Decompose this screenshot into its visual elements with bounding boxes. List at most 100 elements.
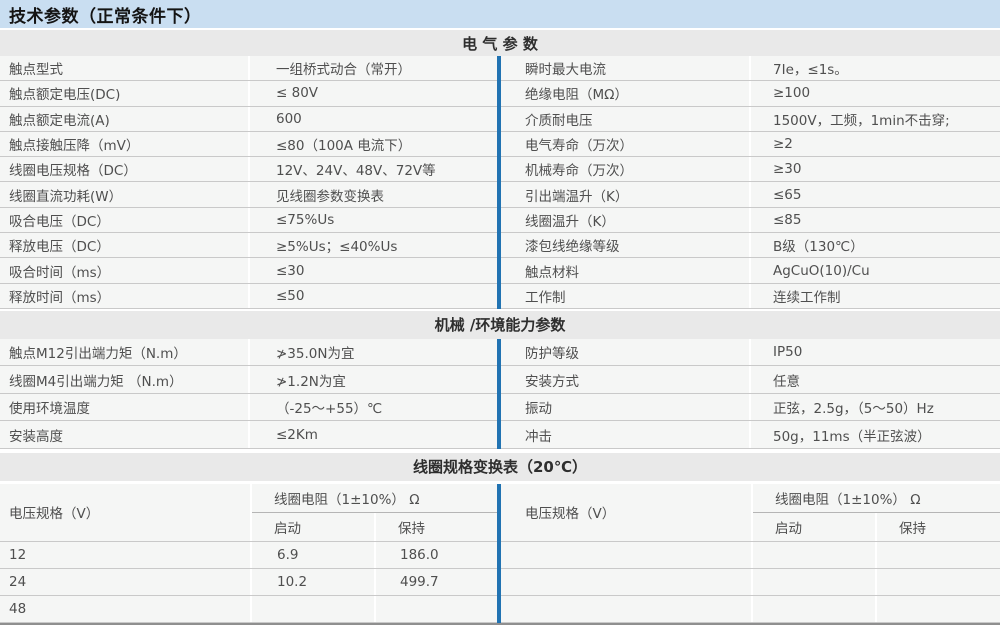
resistance-header-group: 线圈电阻（1±10%） Ω 启动 保持 — [252, 484, 497, 541]
param-value: 见线圈参数变换表 — [276, 188, 384, 205]
param-label: 触点材料 — [501, 258, 751, 283]
coil-table-header: 电压规格（V） 线圈电阻（1±10%） Ω 启动 保持 — [501, 483, 1000, 542]
coil-conversion-table: 电压规格（V） 线圈电阻（1±10%） Ω 启动 保持 12 6.9 186.0 2… — [0, 483, 1000, 623]
table-row: 线圈电压规格（DC） 12V、24V、48V、72V等 — [0, 157, 497, 183]
param-value: ≤80（100A 电流下） — [276, 138, 412, 155]
section-heading-coil: 线圈规格变换表（20℃） — [0, 452, 1000, 481]
table-row: 48 — [0, 595, 497, 623]
param-value: 50g，11ms（半正弦波） — [773, 428, 931, 445]
table-row: 释放电压（DC） ≥5%Us；≤40%Us — [0, 233, 497, 259]
param-label: 触点M12引出端力矩（N.m） — [0, 338, 250, 366]
table-row: 触点型式 一组桥式动合（常开） — [0, 56, 497, 82]
start-value-cell: 6.9 — [252, 541, 376, 568]
coil-table-header: 电压规格（V） 线圈电阻（1±10%） Ω 启动 保持 — [0, 483, 497, 542]
hold-value-cell — [877, 569, 1000, 595]
param-value: ≤ 80V — [276, 85, 319, 102]
column-divider — [497, 338, 501, 449]
start-value-cell: 10.2 — [252, 568, 376, 595]
start-value-cell — [753, 595, 877, 622]
param-value: ≤30 — [276, 262, 305, 279]
table-row: 安装方式 任意 — [501, 366, 1000, 394]
param-label: 释放电压（DC） — [0, 233, 250, 258]
resistance-header-cell: 线圈电阻（1±10%） Ω — [252, 484, 497, 513]
param-value: 7Ie，≤1s。 — [773, 62, 848, 79]
table-row: 释放时间（ms） ≤50 — [0, 283, 497, 309]
param-label: 吸合电压（DC） — [0, 207, 250, 233]
table-row: 触点M12引出端力矩（N.m） ≯35.0N为宜 — [0, 338, 497, 367]
param-value: 连续工作制 — [773, 289, 841, 306]
start-value-cell — [753, 568, 877, 595]
param-value: AgCuO(10)/Cu — [773, 262, 870, 279]
table-row: 触点材料 AgCuO(10)/Cu — [501, 258, 1000, 284]
voltage-header-cell: 电压规格（V） — [501, 483, 753, 541]
hold-header-cell: 保持 — [899, 520, 926, 537]
start-value-cell — [753, 541, 877, 568]
param-value: ≯35.0N为宜 — [276, 346, 355, 363]
page-title: 技术参数（正常条件下） — [9, 6, 202, 27]
page-bottom-edge — [0, 622, 1000, 625]
table-row: 安装高度 ≤2Km — [0, 421, 497, 449]
resistance-subheader-row: 启动 保持 — [753, 512, 1000, 541]
param-value: ≥2 — [773, 136, 793, 153]
hold-header-cell: 保持 — [398, 520, 425, 537]
param-value: 任意 — [773, 373, 800, 390]
table-row: 线圈M4引出端力矩 （N.m） ≯1.2N为宜 — [0, 366, 497, 394]
param-value: 正弦，2.5g，（5～50）Hz — [773, 401, 934, 418]
resistance-header-cell: 线圈电阻（1±10%） Ω — [753, 484, 1000, 513]
table-row: 吸合时间（ms） ≤30 — [0, 258, 497, 284]
param-label: 机械寿命（万次） — [501, 157, 751, 182]
param-label: 吸合时间（ms） — [0, 258, 250, 283]
param-label: 线圈M4引出端力矩 （N.m） — [0, 366, 250, 393]
voltage-cell: 24 — [0, 568, 252, 595]
title-bar: 技术参数（正常条件下） — [0, 0, 1000, 28]
table-row: 瞬时最大电流 7Ie，≤1s。 — [501, 56, 1000, 82]
param-label: 触点型式 — [0, 56, 250, 81]
section-heading-mechanical: 机械 /环境能力参数 — [0, 310, 1000, 339]
table-row: 24 10.2 499.7 — [0, 568, 497, 596]
table-row — [501, 541, 1000, 569]
electrical-left-column: 触点型式 一组桥式动合（常开） 触点额定电压(DC) ≤ 80V 触点额定电流(A)… — [0, 56, 497, 309]
param-value: 1500V，工频，1min不击穿; — [773, 112, 950, 129]
table-row: 触点接触压降（mV） ≤80（100A 电流下） — [0, 131, 497, 158]
column-divider — [497, 56, 501, 309]
start-header-cell: 启动 — [252, 512, 376, 541]
table-row: 振动 正弦，2.5g，（5～50）Hz — [501, 393, 1000, 422]
voltage-cell — [501, 595, 753, 622]
param-label: 介质耐电压 — [501, 106, 751, 131]
param-label: 瞬时最大电流 — [501, 56, 751, 81]
param-label: 线圈温升（K） — [501, 207, 751, 233]
table-row: 工作制 连续工作制 — [501, 283, 1000, 309]
table-row: 电气寿命（万次） ≥2 — [501, 131, 1000, 158]
param-value: ≥5%Us；≤40%Us — [276, 239, 398, 256]
param-label: 冲击 — [501, 421, 751, 448]
param-value: ≤65 — [773, 186, 802, 203]
param-value: IP50 — [773, 344, 803, 361]
param-value: ≤50 — [276, 287, 305, 304]
param-label: 绝缘电阻（MΩ） — [501, 81, 751, 106]
mechanical-parameters-table: 触点M12引出端力矩（N.m） ≯35.0N为宜 线圈M4引出端力矩 （N.m） ≯… — [0, 338, 1000, 449]
param-value: ≥30 — [773, 161, 802, 178]
param-value: ≤75%Us — [276, 211, 335, 228]
param-value: 一组桥式动合（常开） — [276, 62, 411, 79]
hold-value-cell — [877, 596, 1000, 622]
table-row: 触点额定电压(DC) ≤ 80V — [0, 81, 497, 107]
table-row: 冲击 50g，11ms（半正弦波） — [501, 421, 1000, 449]
voltage-header-cell: 电压规格（V） — [0, 483, 252, 541]
table-row: 吸合电压（DC） ≤75%Us — [0, 207, 497, 234]
param-label: 振动 — [501, 393, 751, 421]
voltage-cell: 48 — [0, 595, 252, 622]
table-row — [501, 595, 1000, 623]
section-heading-electrical: 电 气 参 数 — [0, 30, 1000, 56]
hold-value-cell: 499.7 — [400, 573, 439, 590]
table-row — [501, 568, 1000, 596]
mechanical-right-column: 防护等级 IP50 安装方式 任意 振动 正弦，2.5g，（5～50）Hz 冲击 50g… — [501, 338, 1000, 449]
param-label: 触点额定电压(DC) — [0, 81, 250, 106]
table-row: 12 6.9 186.0 — [0, 541, 497, 569]
param-label: 触点接触压降（mV） — [0, 131, 250, 157]
table-row: 漆包线绝缘等级 B级（130℃） — [501, 233, 1000, 259]
hold-value-cell — [376, 596, 497, 622]
table-row: 介质耐电压 1500V，工频，1min不击穿; — [501, 106, 1000, 132]
table-row: 线圈直流功耗(W） 见线圈参数变换表 — [0, 182, 497, 208]
electrical-right-column: 瞬时最大电流 7Ie，≤1s。 绝缘电阻（MΩ） ≥100 介质耐电压 1500V，工… — [501, 56, 1000, 309]
